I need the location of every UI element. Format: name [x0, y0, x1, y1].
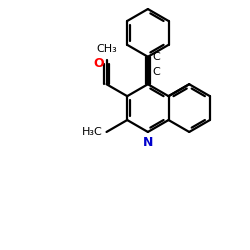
Text: N: N [143, 136, 153, 149]
Text: O: O [93, 58, 104, 70]
Text: C: C [153, 52, 160, 62]
Text: C: C [153, 67, 160, 77]
Text: CH₃: CH₃ [96, 44, 117, 54]
Text: H₃C: H₃C [82, 127, 102, 137]
